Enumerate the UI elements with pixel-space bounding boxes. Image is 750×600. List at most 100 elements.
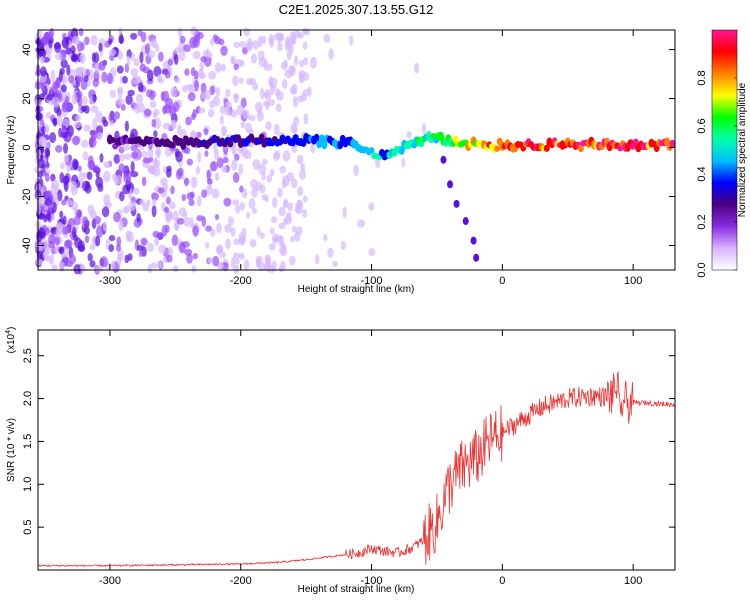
spectrogram-cell <box>59 261 65 272</box>
x-tick-label: -200 <box>230 575 252 587</box>
spectrogram-cell <box>239 185 244 193</box>
spectrogram-cell <box>76 74 82 84</box>
spectrogram-cell <box>62 215 67 226</box>
spectrogram-cell <box>190 26 197 37</box>
spectrogram-cell <box>233 238 241 246</box>
spectrogram-cell <box>127 89 135 96</box>
spectrogram-x-label: Height of straight line (km) <box>298 284 415 295</box>
spectrogram-cell <box>208 100 215 109</box>
spectrogram-cell <box>171 234 179 247</box>
spectrogram-cell <box>60 84 67 93</box>
spectrogram-cell <box>141 176 147 187</box>
spectrogram-trace-cell <box>494 145 501 152</box>
spectrogram-cell <box>298 72 304 83</box>
spectrogram-cell <box>205 48 210 60</box>
spectrogram-cell <box>152 198 157 206</box>
spectrogram-cell <box>110 260 116 270</box>
x-tick-label: -300 <box>99 275 121 287</box>
spectrogram-cell <box>353 164 359 177</box>
spectrogram-cell <box>153 130 158 138</box>
spectrogram-cell <box>139 199 145 206</box>
spectrogram-cell <box>98 60 106 71</box>
spectrogram-trace-cell <box>169 141 176 149</box>
spectrogram-cell <box>327 247 334 258</box>
spectrogram-cell <box>191 265 197 273</box>
spectrogram-cell <box>103 161 111 169</box>
spectrogram-cell <box>120 104 126 111</box>
spectrogram-cell <box>200 56 207 63</box>
spectrogram-cell <box>215 86 221 97</box>
spectrogram-cell <box>83 75 89 83</box>
spectrogram-cell <box>40 82 46 92</box>
chart-title: C2E1.2025.307.13.55.G12 <box>279 2 434 17</box>
spectrogram-cell <box>180 128 187 138</box>
spectrogram-cell <box>225 238 231 250</box>
spectrogram-cell <box>112 173 118 181</box>
spectrogram-cell <box>243 27 251 37</box>
spectrogram-cell <box>88 136 97 148</box>
spectrogram-cell <box>51 264 58 271</box>
spectrogram-cell <box>151 38 158 49</box>
spectrogram-cell <box>35 195 43 205</box>
spectrogram-cell <box>184 147 191 155</box>
spectrogram-cell <box>248 198 256 210</box>
spectrogram-cell <box>57 189 63 202</box>
spectrogram-cell <box>261 171 266 181</box>
spectrogram-cell <box>219 251 227 259</box>
spectrogram-cell <box>269 168 275 177</box>
spectrogram-cell <box>279 165 287 174</box>
spectrogram-cell <box>96 131 103 141</box>
spectrogram-cell <box>84 235 90 244</box>
spectrogram-cell <box>151 118 157 128</box>
spectrogram-cell <box>282 175 291 187</box>
spectrogram-cell <box>235 204 241 214</box>
spectrogram-cell <box>234 153 240 161</box>
spectrogram-cell <box>291 144 297 154</box>
spectrogram-cell <box>103 170 111 183</box>
spectrogram-cell <box>302 209 308 218</box>
spectrogram-cell <box>82 180 90 192</box>
spectrogram-cell <box>82 151 89 161</box>
spectrogram-cell <box>44 147 51 157</box>
spectrogram-cell <box>188 83 196 96</box>
spectrogram-cell <box>167 58 174 66</box>
spectrogram-cell <box>71 93 78 105</box>
spectrogram-cell <box>143 108 152 117</box>
spectrogram-cell <box>309 56 318 69</box>
spectrogram-cell <box>246 38 254 50</box>
spectrogram-cell <box>186 253 193 264</box>
spectrogram-cell <box>233 63 239 71</box>
spectrogram-cell <box>55 144 63 153</box>
spectrogram-cell <box>38 170 43 179</box>
spectrogram-cell <box>284 69 293 79</box>
x-tick-label: 100 <box>624 575 642 587</box>
spectrogram-cell <box>188 199 195 207</box>
spectrogram-cell <box>232 199 240 206</box>
snr-line-group <box>37 370 675 568</box>
spectrogram-branch-cell <box>440 155 447 164</box>
spectrogram-cell <box>250 53 258 64</box>
spectrogram-cell <box>205 225 212 232</box>
spectrogram-cell <box>201 216 207 227</box>
spectrogram-cell <box>68 75 75 84</box>
spectrogram-cell <box>167 247 174 257</box>
spectrogram-cell <box>183 216 191 228</box>
spectrogram-cell <box>197 107 206 114</box>
spectrogram-cell <box>97 183 104 192</box>
spectrogram-cell <box>174 76 181 84</box>
spectrogram-cell <box>181 193 187 202</box>
spectrogram-cell <box>187 92 196 102</box>
spectrogram-cell <box>43 239 49 251</box>
spectrogram-cell <box>292 96 299 108</box>
spectrogram-cell <box>222 157 229 164</box>
spectrogram-cell <box>303 113 309 125</box>
spectrogram-cell <box>230 109 238 118</box>
x-tick-label: -200 <box>230 275 252 287</box>
spectrogram-cell <box>119 191 125 202</box>
spectrogram-cell <box>92 94 97 103</box>
spectrogram-cell <box>274 150 281 160</box>
x-tick-label: 0 <box>499 275 505 287</box>
x-tick-label: -100 <box>361 575 383 587</box>
spectrogram-cell <box>99 153 104 163</box>
spectrogram-cell <box>117 50 124 60</box>
